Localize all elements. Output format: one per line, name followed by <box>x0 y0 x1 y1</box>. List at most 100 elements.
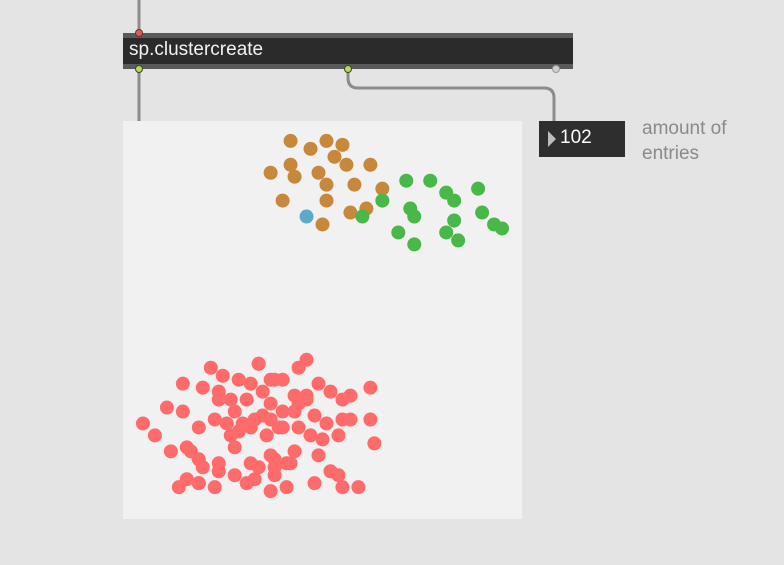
object-outlet-left[interactable] <box>135 65 143 73</box>
scatter-point <box>423 173 438 188</box>
scatter-point <box>135 416 150 431</box>
scatter-point <box>263 396 278 411</box>
scatter-point <box>407 209 422 224</box>
scatter-point <box>279 480 294 495</box>
scatter-point <box>323 384 338 399</box>
scatter-point <box>439 225 454 240</box>
scatter-point <box>335 480 350 495</box>
scatter-point <box>399 173 414 188</box>
scatter-point <box>303 428 318 443</box>
scatter-point <box>303 141 318 156</box>
number-box[interactable]: 102 <box>539 121 625 157</box>
cluster-plot-panel[interactable] <box>123 121 522 519</box>
scatter-point <box>203 360 218 375</box>
scatter-point <box>223 392 238 407</box>
scatter-point <box>311 448 326 463</box>
scatter-point <box>263 372 278 387</box>
scatter-point <box>231 424 246 439</box>
object-inlet[interactable] <box>135 29 143 37</box>
scatter-point <box>495 221 510 236</box>
scatter-point <box>363 412 378 427</box>
scatter-point <box>251 356 266 371</box>
scatter-point <box>191 476 206 491</box>
scatter-point <box>375 193 390 208</box>
scatter-point <box>327 149 342 164</box>
scatter-point <box>319 133 334 148</box>
scatter-point <box>375 181 390 196</box>
scatter-point <box>407 237 422 252</box>
scatter-point <box>251 460 266 475</box>
object-top-bar <box>123 33 573 38</box>
scatter-point <box>195 380 210 395</box>
scatter-point <box>259 428 274 443</box>
scatter-point <box>351 480 366 495</box>
sp-clustercreate-object[interactable]: sp.clustercreate <box>123 29 573 73</box>
object-outlet-middle[interactable] <box>344 65 352 73</box>
scatter-point <box>331 428 346 443</box>
scatter-point <box>331 468 346 483</box>
scatter-point <box>195 460 210 475</box>
scatter-point <box>287 169 302 184</box>
scatter-point <box>291 360 306 375</box>
scatter-point <box>451 233 466 248</box>
scatter-point <box>175 376 190 391</box>
scatter-point <box>307 476 322 491</box>
scatter-point <box>335 392 350 407</box>
scatter-point <box>263 165 278 180</box>
scatter-point <box>211 392 226 407</box>
scatter-point <box>319 416 334 431</box>
scatter-point <box>171 480 186 495</box>
object-outlet-right[interactable] <box>552 65 560 73</box>
scatter-point <box>319 193 334 208</box>
scatter-point <box>475 205 490 220</box>
scatter-point <box>447 193 462 208</box>
scatter-point <box>191 420 206 435</box>
scatter-point <box>263 484 278 499</box>
scatter-point <box>299 209 314 224</box>
scatter-point <box>363 380 378 395</box>
scatter-point <box>175 404 190 419</box>
scatter-point <box>255 384 270 399</box>
scatter-point <box>291 420 306 435</box>
scatter-point <box>275 372 290 387</box>
scatter-point <box>267 468 282 483</box>
scatter-point <box>283 157 298 172</box>
scatter-point <box>447 213 462 228</box>
scatter-point <box>307 408 322 423</box>
scatter-point <box>283 456 298 471</box>
scatter-point <box>343 412 358 427</box>
scatter-point <box>311 376 326 391</box>
scatter-point <box>275 420 290 435</box>
scatter-point <box>355 209 370 224</box>
scatter-point <box>159 400 174 415</box>
scatter-point <box>227 404 242 419</box>
scatter-point <box>163 444 178 459</box>
scatter-point <box>347 177 362 192</box>
scatter-point <box>367 436 382 451</box>
scatter-point <box>287 404 302 419</box>
scatter-point <box>339 157 354 172</box>
scatter-point <box>275 193 290 208</box>
scatter-point <box>343 205 358 220</box>
scatter-point <box>363 157 378 172</box>
scatter-point <box>243 420 258 435</box>
scatter-point <box>231 372 246 387</box>
scatter-point <box>243 376 258 391</box>
scatter-point <box>311 165 326 180</box>
scatter-point <box>315 217 330 232</box>
scatter-point <box>227 468 242 483</box>
scatter-point <box>239 476 254 491</box>
scatter-point <box>207 412 222 427</box>
scatter-point <box>239 392 254 407</box>
scatter-point <box>391 225 406 240</box>
cluster-scatter-plot <box>135 133 510 499</box>
scatter-point <box>207 480 222 495</box>
object-label: sp.clustercreate <box>129 39 264 60</box>
scatter-point <box>215 368 230 383</box>
scatter-point <box>275 404 290 419</box>
scatter-point <box>219 416 234 431</box>
scatter-point <box>299 388 314 403</box>
scatter-point <box>211 464 226 479</box>
number-box-value: 102 <box>560 127 592 148</box>
number-box-arrow-icon <box>548 131 556 147</box>
